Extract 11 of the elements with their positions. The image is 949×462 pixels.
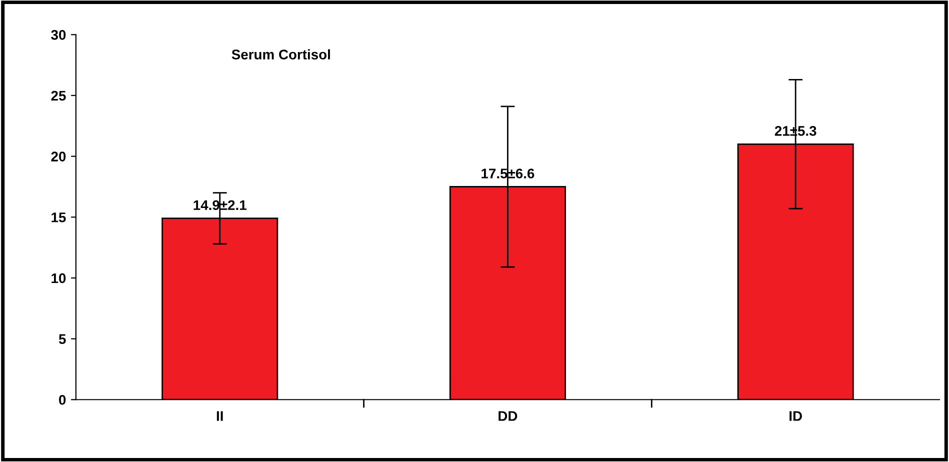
x-tick-label: ID: [790, 411, 802, 421]
y-tick-label: 0: [59, 394, 66, 405]
y-tick-label: 10: [52, 273, 66, 284]
x-tick-label: II: [216, 411, 223, 421]
text: Serum Cortisol: [232, 49, 330, 60]
x-tick-label: DD: [498, 411, 518, 421]
y-tick-label: 20: [51, 152, 66, 162]
y-tick-label: 30: [51, 30, 66, 40]
y-tick-label: 15: [52, 212, 66, 222]
y-tick-label: 25: [51, 90, 66, 101]
y-tick-label: 5: [58, 334, 66, 344]
